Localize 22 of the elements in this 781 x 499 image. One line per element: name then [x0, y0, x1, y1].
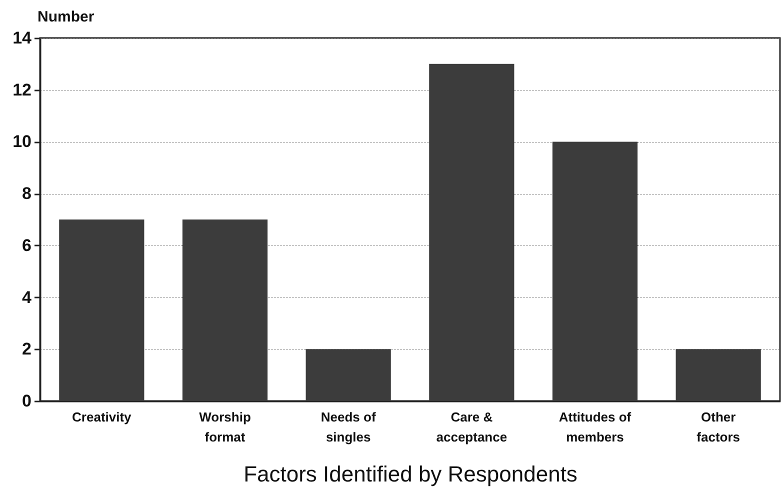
x-tick-label: Needs of singles: [320, 410, 376, 444]
y-tick-label: 2: [22, 340, 32, 359]
y-tick-label: 6: [22, 236, 32, 255]
bar: [306, 349, 391, 401]
bar: [552, 142, 638, 401]
y-tick-label: 10: [12, 132, 32, 152]
x-axis-title: Factors Identified by Respondents: [244, 462, 578, 486]
y-tick-label: 0: [22, 392, 32, 410]
x-tick-label: Creativity: [72, 410, 132, 424]
y-tick-label: 12: [12, 80, 32, 100]
bar: [59, 220, 144, 401]
y-tick-label: 8: [22, 184, 32, 204]
bar: [182, 220, 268, 401]
x-tick-label: Care & acceptance: [436, 410, 508, 444]
bar: [676, 349, 761, 401]
y-axis-title: Number: [38, 8, 94, 26]
x-tick-label: Worship format: [199, 410, 251, 444]
y-tick-label: 14: [12, 28, 32, 48]
y-tick-label: 4: [22, 288, 32, 307]
x-tick-label: Other factors: [696, 410, 740, 444]
bar: [429, 64, 514, 401]
x-tick-label: Attitudes of members: [558, 410, 632, 444]
